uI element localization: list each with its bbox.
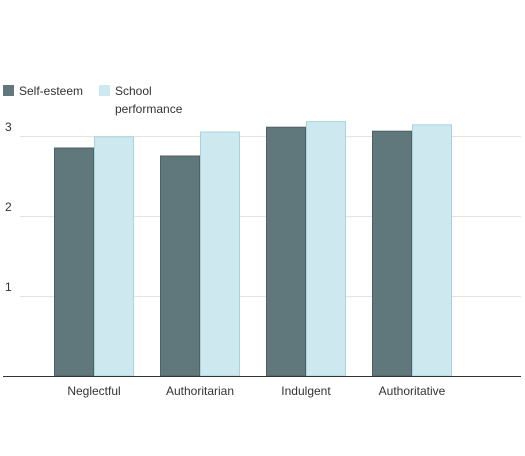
bar-school-performance-authoritative: [412, 124, 452, 377]
x-tick-label-neglectful: Neglectful: [67, 384, 120, 398]
bar-self-esteem-authoritarian: [160, 155, 200, 377]
bars: [54, 121, 452, 377]
legend-label-school-performance: School performance: [115, 84, 183, 116]
legend-swatch-self-esteem: [3, 85, 14, 96]
bar-self-esteem-authoritative: [372, 130, 412, 377]
y-tick-label-3: 3: [5, 120, 12, 134]
bar-self-esteem-indulgent: [266, 126, 306, 377]
y-tick-label-1: 1: [5, 280, 12, 294]
bar-self-esteem-neglectful: [54, 147, 94, 377]
legend-item-self-esteem: Self-esteem: [3, 84, 83, 98]
x-tick-label-authoritarian: Authoritarian: [166, 384, 234, 398]
legend-label-self-esteem: Self-esteem: [19, 84, 83, 98]
x-tick-label-indulgent: Indulgent: [281, 384, 331, 398]
y-tick-label-2: 2: [5, 200, 12, 214]
x-axis-ticks: Neglectful Authoritarian Indulgent Authorit…: [67, 384, 445, 398]
legend: Self-esteem School performance: [3, 84, 183, 116]
legend-swatch-school-performance: [99, 85, 110, 96]
y-axis-ticks: 1 2 3: [5, 120, 12, 294]
bar-school-performance-indulgent: [306, 121, 346, 377]
x-tick-label-authoritative: Authoritative: [379, 384, 446, 398]
legend-item-school-performance: School performance: [99, 84, 183, 116]
bar-school-performance-authoritarian: [200, 131, 240, 377]
legend-label-line-2: performance: [115, 102, 183, 116]
bar-school-performance-neglectful: [94, 136, 134, 377]
legend-label-line-1: School: [115, 84, 152, 98]
